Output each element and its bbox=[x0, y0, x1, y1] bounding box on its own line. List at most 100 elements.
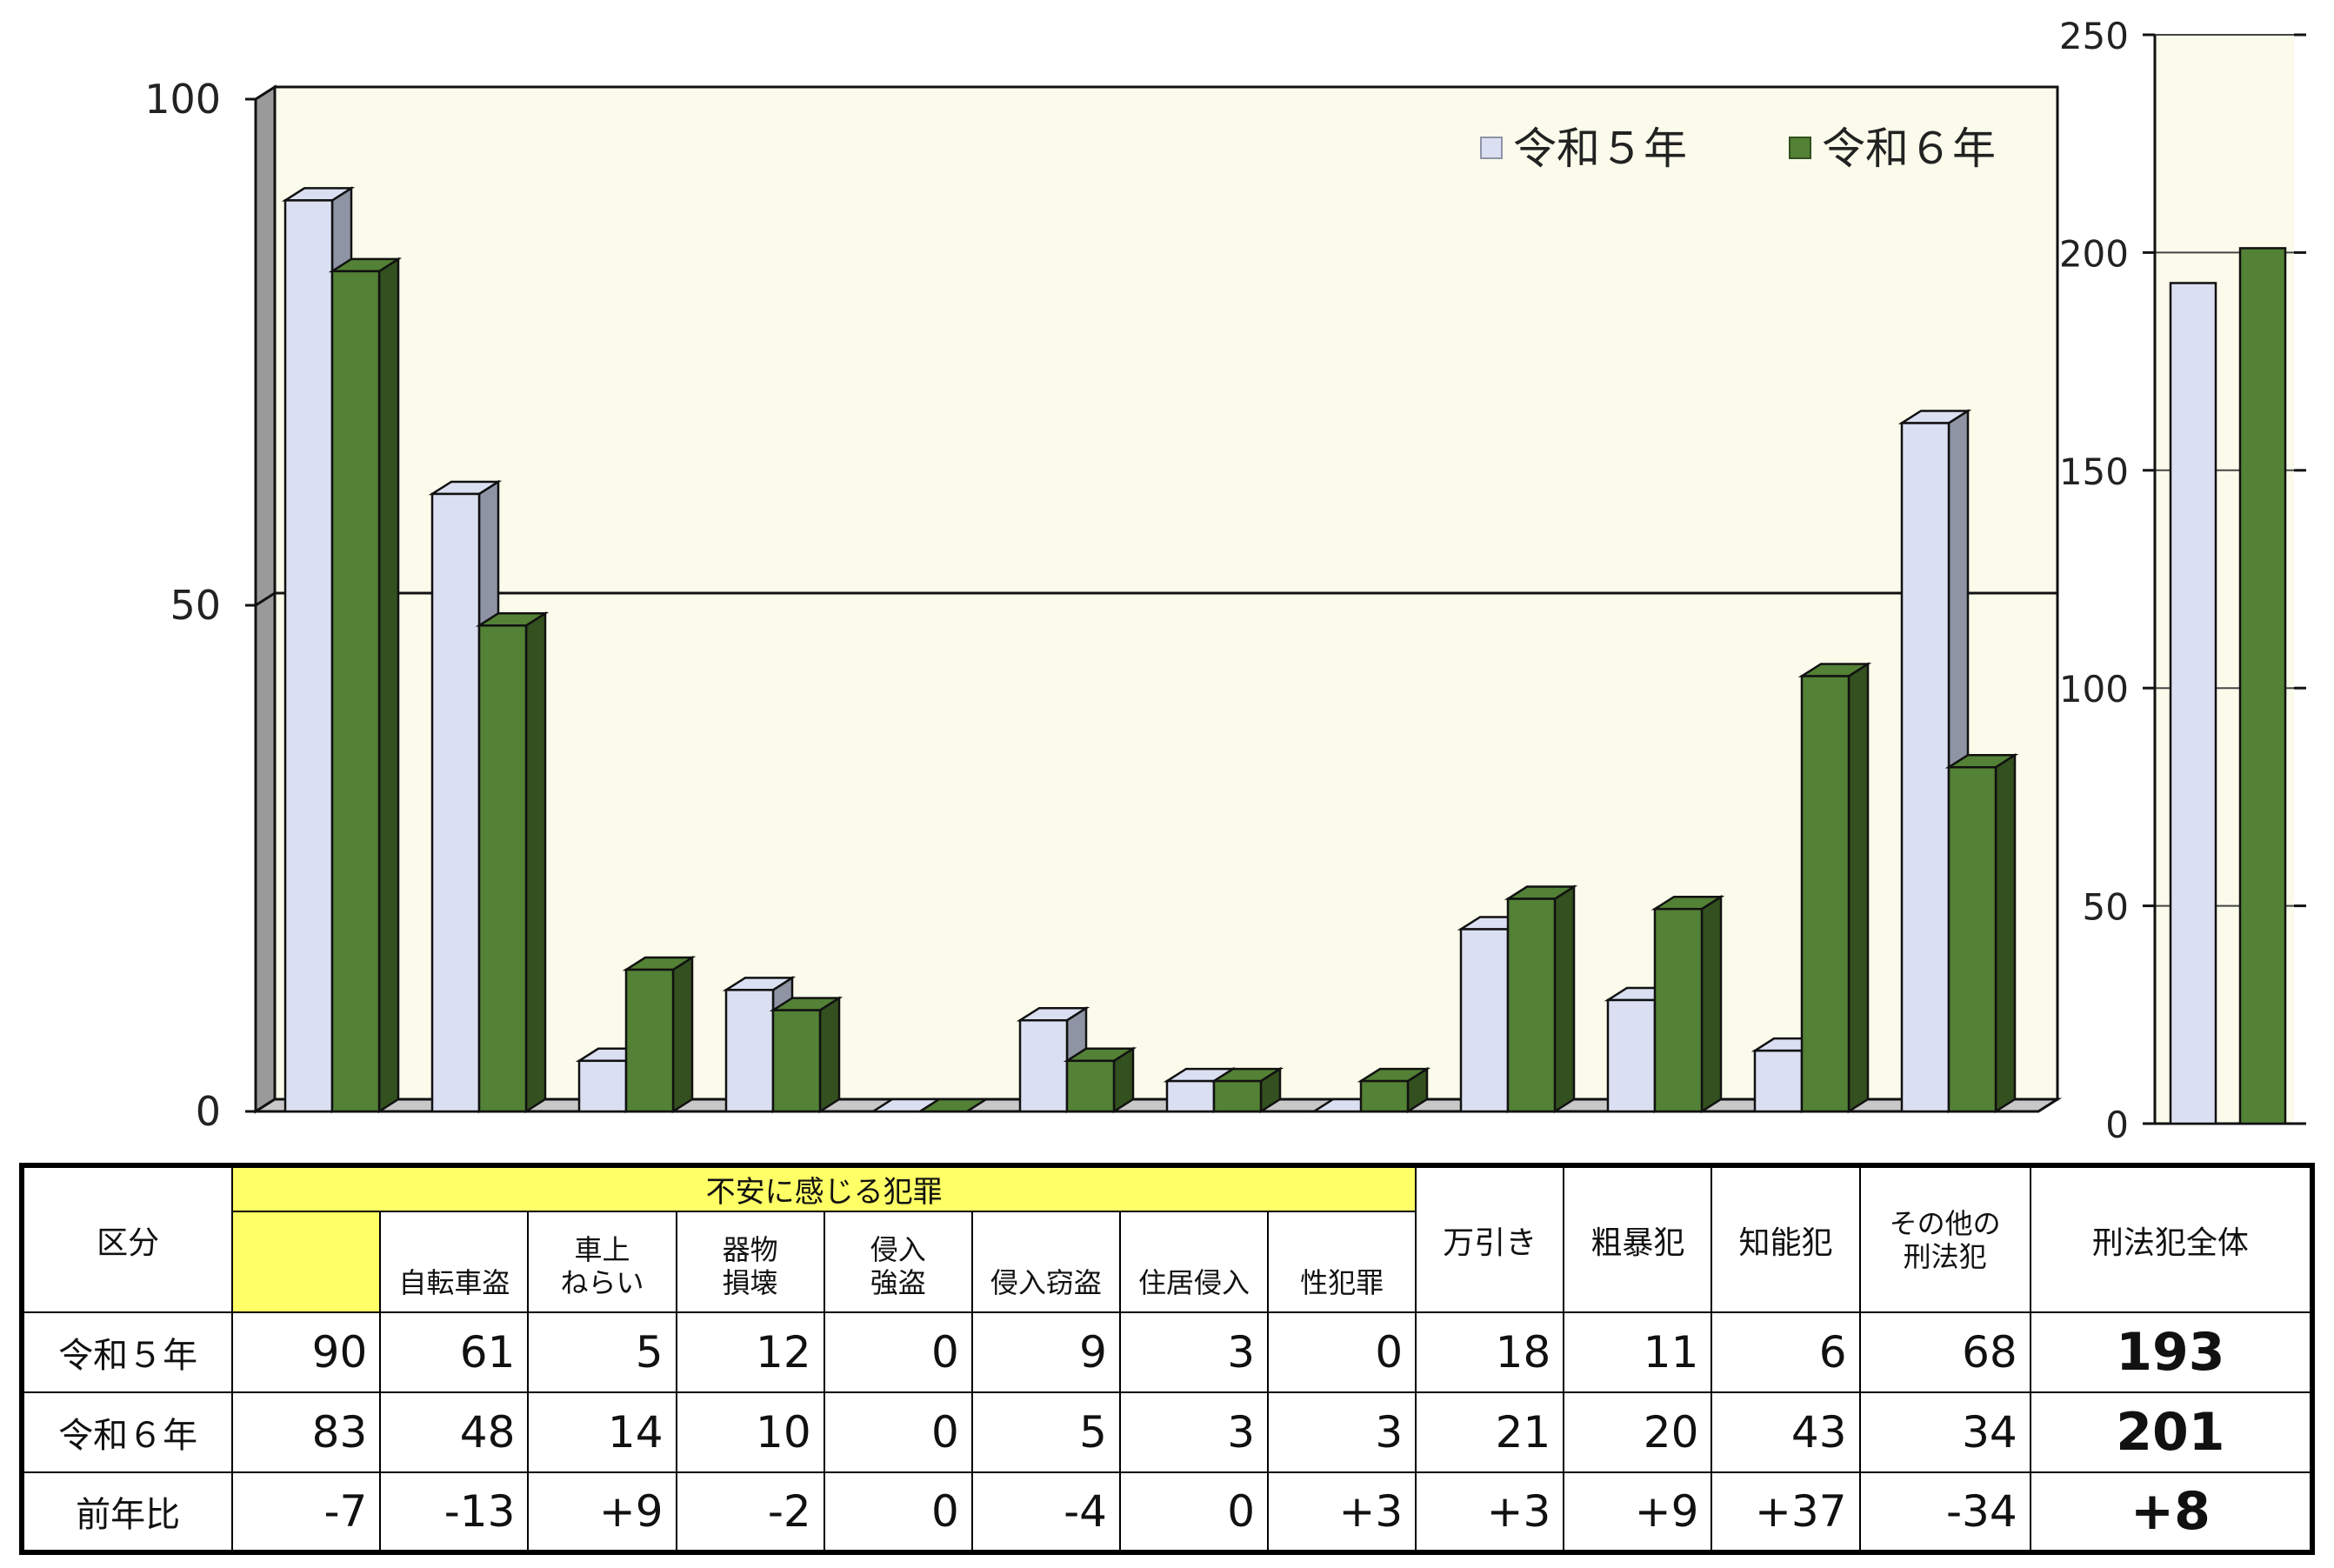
bar-r6-9 bbox=[1650, 894, 1725, 1114]
legend-label-r6: 令和６年 bbox=[1822, 123, 1996, 174]
header-total: 刑法犯全体 bbox=[2029, 1164, 2314, 1313]
table-cell: 12 bbox=[675, 1311, 825, 1393]
row-label: 令和６年 bbox=[20, 1391, 234, 1473]
data-table: 区分 不安に感じる犯罪 万引き 粗暴犯 知能犯 その他の 刑法犯 刑法犯全体 自… bbox=[19, 1163, 2315, 1555]
table-cell: 6 bbox=[1710, 1311, 1861, 1393]
bar-r6-4 bbox=[916, 1098, 990, 1113]
bar-r6-side bbox=[1847, 662, 1870, 1114]
total-y-tick-label: 250 bbox=[2059, 15, 2129, 57]
row-label: 令和５年 bbox=[20, 1311, 234, 1393]
table-subheader-row: 自転車盗 車上 ねらい 器物 損壊 侵入 強盗 侵入窃盗 住居侵入 性犯罪 bbox=[22, 1211, 2312, 1313]
table-cell-total: +8 bbox=[2029, 1471, 2314, 1553]
header-manbiki: 万引き bbox=[1415, 1164, 1565, 1313]
table-cell: 83 bbox=[231, 1391, 382, 1473]
table-cell: 10 bbox=[675, 1391, 825, 1473]
legend-swatch-r5 bbox=[1480, 137, 1503, 159]
bar-r6-top bbox=[916, 1098, 990, 1113]
bar-r6-side bbox=[671, 955, 694, 1114]
row-label: 前年比 bbox=[20, 1471, 234, 1553]
bar-r6-side bbox=[1994, 752, 2017, 1114]
bar-r5-front bbox=[577, 1059, 628, 1113]
main-bar-chart: 0 50 100 bbox=[144, 76, 2063, 1135]
table-cell: 9 bbox=[970, 1311, 1121, 1393]
table-cell: 3 bbox=[1118, 1311, 1270, 1393]
bar-r6-2 bbox=[622, 955, 697, 1114]
total-y-tick-label: 200 bbox=[2059, 232, 2129, 275]
bar-r6-front bbox=[1359, 1079, 1410, 1113]
header-jitenshato: 自転車盗 bbox=[379, 1211, 530, 1313]
bar-r6-side bbox=[524, 611, 547, 1114]
bar-r6-0 bbox=[328, 257, 403, 1114]
bar-r6-front bbox=[1065, 1059, 1116, 1113]
table-row: 令和５年 90 61 5 12 0 9 3 0 18 11 6 68 193 bbox=[20, 1311, 2314, 1393]
bar-r6-front bbox=[330, 270, 381, 1113]
table-cell: 0 bbox=[823, 1311, 973, 1393]
table-cell: 3 bbox=[1267, 1391, 1417, 1473]
total-y-tick-label: 150 bbox=[2059, 450, 2129, 493]
table-cell: 21 bbox=[1415, 1391, 1565, 1473]
bar-r5-front bbox=[1606, 998, 1657, 1113]
table-cell: 0 bbox=[1267, 1311, 1417, 1393]
legend-swatch-r6 bbox=[1789, 137, 1811, 159]
table-cell-total: 201 bbox=[2029, 1391, 2314, 1473]
bar-r6-side bbox=[1700, 894, 1723, 1114]
header-shinnyu-goto: 侵入 強盗 bbox=[823, 1211, 973, 1313]
bar-r6-side bbox=[818, 996, 841, 1114]
bar-r5-front bbox=[1018, 1018, 1069, 1113]
total-y-tick-label: 0 bbox=[2105, 1104, 2129, 1146]
bar-r6-front bbox=[1800, 675, 1851, 1113]
gridline-side bbox=[255, 591, 276, 607]
legend-label-r5: 令和５年 bbox=[1513, 123, 1687, 174]
table-cell: -7 bbox=[231, 1471, 382, 1553]
table-cell: 3 bbox=[1118, 1391, 1270, 1473]
header-chino: 知能犯 bbox=[1710, 1164, 1861, 1313]
y-tick-label: 0 bbox=[196, 1088, 221, 1135]
bar-r6-front bbox=[624, 968, 675, 1113]
bar-r6-front bbox=[1212, 1079, 1263, 1113]
table-cell: -34 bbox=[1858, 1471, 2031, 1553]
table-cell: +9 bbox=[527, 1471, 677, 1553]
header-shinnyu-setto: 侵入窃盗 bbox=[970, 1211, 1121, 1313]
bar-r6-front bbox=[477, 624, 528, 1113]
table-cell: 0 bbox=[823, 1391, 973, 1473]
header-shajo: 車上 ねらい bbox=[527, 1211, 677, 1313]
table-cell: 43 bbox=[1710, 1391, 1861, 1473]
table-cell: +37 bbox=[1710, 1471, 1861, 1553]
table-cell: 20 bbox=[1563, 1391, 1713, 1473]
bar-r6-6 bbox=[1210, 1066, 1284, 1114]
total-bar-chart: 0 50 100 150 200 250 bbox=[2059, 15, 2306, 1146]
bar-r6-1 bbox=[475, 611, 550, 1114]
table-cell: 5 bbox=[527, 1311, 677, 1393]
bar-r5-front bbox=[1165, 1079, 1216, 1113]
total-bar-r5 bbox=[2169, 282, 2217, 1125]
legend: 令和５年 令和６年 bbox=[1480, 123, 1996, 174]
table-cell: 14 bbox=[527, 1391, 677, 1473]
table-header-row: 区分 不安に感じる犯罪 万引き 粗暴犯 知能犯 その他の 刑法犯 刑法犯全体 bbox=[20, 1164, 2314, 1313]
table-cell-total: 193 bbox=[2029, 1311, 2314, 1393]
table-cell: -4 bbox=[970, 1471, 1121, 1553]
table-row: 令和６年 83 48 14 10 0 5 3 3 21 20 43 34 201 bbox=[20, 1391, 2314, 1473]
total-y-tick-label: 50 bbox=[2083, 886, 2129, 929]
group-header: 不安に感じる犯罪 bbox=[231, 1164, 1417, 1212]
table-cell: 90 bbox=[231, 1311, 382, 1393]
bar-r6-10 bbox=[1797, 662, 1872, 1114]
header-jukyo: 住居侵入 bbox=[1118, 1211, 1270, 1313]
bar-r6-front bbox=[1653, 907, 1704, 1113]
table-cell: 34 bbox=[1858, 1391, 2031, 1473]
total-y-tick-label: 100 bbox=[2059, 668, 2129, 711]
table-cell: 18 bbox=[1415, 1311, 1565, 1393]
table-cell: 68 bbox=[1858, 1311, 2031, 1393]
bar-r5-front bbox=[430, 492, 481, 1113]
table-cell: 0 bbox=[1118, 1471, 1270, 1553]
bar-r6-5 bbox=[1063, 1046, 1137, 1114]
table-cell: 11 bbox=[1563, 1311, 1713, 1393]
table-cell: 0 bbox=[823, 1471, 973, 1553]
bar-r5-front bbox=[1900, 422, 1951, 1113]
bar-r6-front bbox=[1947, 765, 1997, 1113]
bar-r6-side bbox=[1553, 884, 1576, 1114]
header-seihanzai: 性犯罪 bbox=[1267, 1211, 1417, 1313]
chart-area: 0 50 100 令和５年 令和６年 0 50 100 150 200 250 bbox=[144, 15, 2306, 1146]
bar-r5-front bbox=[1459, 928, 1510, 1113]
bar-r5-front bbox=[283, 199, 334, 1113]
table-row: 前年比 -7 -13 +9 -2 0 -4 0 +3 +3 +9 +37 -34 +8 bbox=[20, 1471, 2314, 1553]
